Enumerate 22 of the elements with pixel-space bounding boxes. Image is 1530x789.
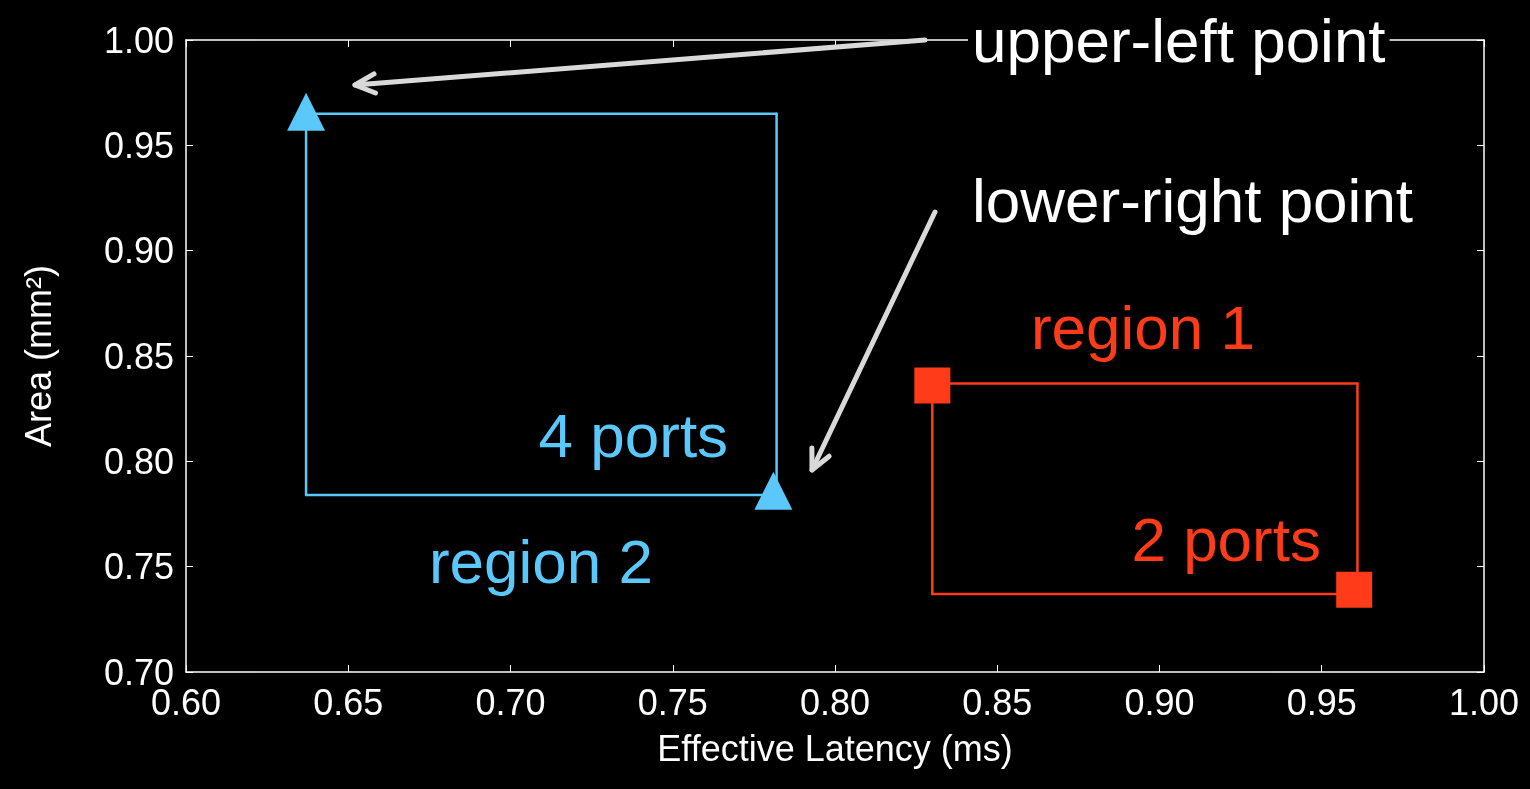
y-tick-label: 0.95 (103, 124, 174, 166)
x-tick-label: 0.90 (1124, 681, 1195, 723)
x-tick-label: 0.65 (313, 681, 384, 723)
y-tick-label: 0.85 (103, 335, 174, 377)
annotation: region 1 (1030, 292, 1256, 362)
series-label: 4 ports (538, 401, 729, 471)
y-tick-label: 1.00 (103, 19, 174, 61)
annotation: lower-right point (972, 165, 1414, 235)
series-label: 2 ports (1131, 505, 1321, 575)
x-tick-label: 0.80 (799, 681, 871, 723)
annotation: region 2 (428, 526, 654, 596)
y-tick-label: 0.75 (103, 546, 174, 588)
x-tick-label: 0.95 (1286, 681, 1357, 723)
annotation: upper-left point (972, 5, 1386, 75)
y-tick-label: 0.80 (103, 440, 174, 482)
y-tick-label: 0.90 (103, 230, 174, 272)
y-axis-title: Area (mm²) (17, 265, 59, 447)
x-tick-label: 1.00 (1448, 681, 1520, 723)
x-tick-label: 0.85 (962, 681, 1033, 723)
x-axis-title: Effective Latency (ms) (657, 727, 1013, 769)
x-tick-label: 0.70 (475, 681, 546, 723)
x-tick-label: 0.75 (637, 681, 708, 723)
